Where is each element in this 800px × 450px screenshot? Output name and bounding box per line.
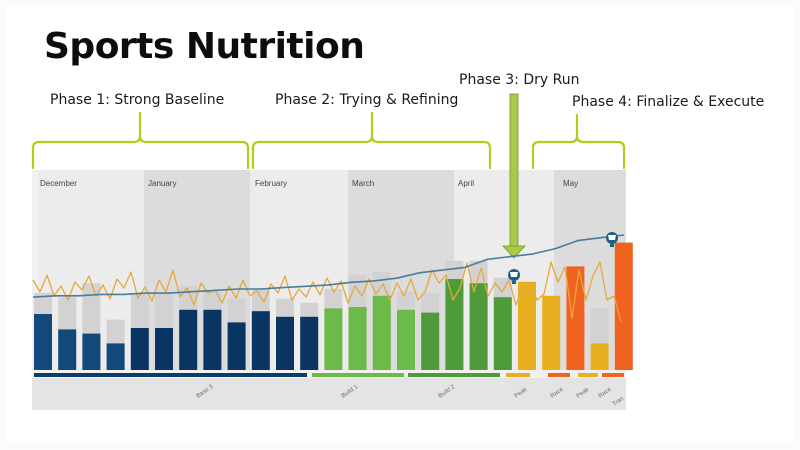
load-bar <box>179 309 198 370</box>
month-label-may: May <box>563 179 578 188</box>
load-bar <box>348 307 367 370</box>
month-label-february: February <box>255 179 287 188</box>
load-bar <box>58 329 77 370</box>
phase-braces <box>31 111 626 170</box>
load-bar <box>300 316 319 370</box>
phase-4-label: Phase 4: Finalize & Execute <box>572 94 765 110</box>
phase-2-brace <box>251 111 492 170</box>
load-bar <box>397 309 415 370</box>
phase-3-label: Phase 3: Dry Run <box>459 72 580 88</box>
load-bar <box>276 316 294 370</box>
block-strip <box>32 378 626 410</box>
load-bar <box>614 242 633 370</box>
phase-3-arrow <box>502 93 526 259</box>
load-bar <box>518 281 536 370</box>
block-bars <box>34 373 624 377</box>
load-bar <box>130 328 149 370</box>
phase-3-arrow-head <box>502 245 526 259</box>
load-bar <box>227 322 246 370</box>
load-bars <box>34 242 633 370</box>
load-bar <box>590 343 609 370</box>
load-bar <box>421 312 440 370</box>
load-bar <box>445 279 464 370</box>
slide-title: Sports Nutrition <box>44 26 365 67</box>
load-bar <box>203 309 222 370</box>
month-label-march: March <box>352 179 374 188</box>
form-line <box>32 261 622 323</box>
block-bar-race <box>548 373 570 377</box>
race-trophy-icon-c <box>508 269 520 284</box>
phase-1-brace <box>31 111 250 170</box>
load-bar <box>493 297 512 370</box>
block-label-tran: Tran <box>612 396 625 408</box>
load-bar <box>155 328 173 370</box>
month-label-april: April <box>458 179 474 188</box>
load-bar <box>542 295 561 370</box>
load-bar <box>106 343 125 370</box>
load-bar <box>324 308 343 370</box>
block-bar-build-1 <box>312 373 404 377</box>
race-trophy-icon-a <box>606 232 618 247</box>
load-bar <box>82 333 101 370</box>
block-bar-race-2 <box>602 373 624 377</box>
phase-2-label: Phase 2: Trying & Refining <box>275 92 459 108</box>
block-bar-build-2 <box>408 373 500 377</box>
block-bar-base <box>34 373 307 377</box>
phase-1-label: Phase 1: Strong Baseline <box>50 92 225 108</box>
month-label-january: January <box>148 179 176 188</box>
block-bar-peak-2 <box>578 373 598 377</box>
load-bar <box>34 314 52 370</box>
block-bar-peak <box>506 373 530 377</box>
load-bar <box>372 295 391 370</box>
phase-3-arrow-shaft <box>509 93 519 247</box>
load-bar <box>251 311 270 370</box>
phase-4-brace <box>531 113 626 170</box>
load-bar <box>566 266 585 370</box>
fitness-line <box>32 234 625 298</box>
month-label-december: December <box>40 179 77 188</box>
load-bar <box>469 283 488 370</box>
